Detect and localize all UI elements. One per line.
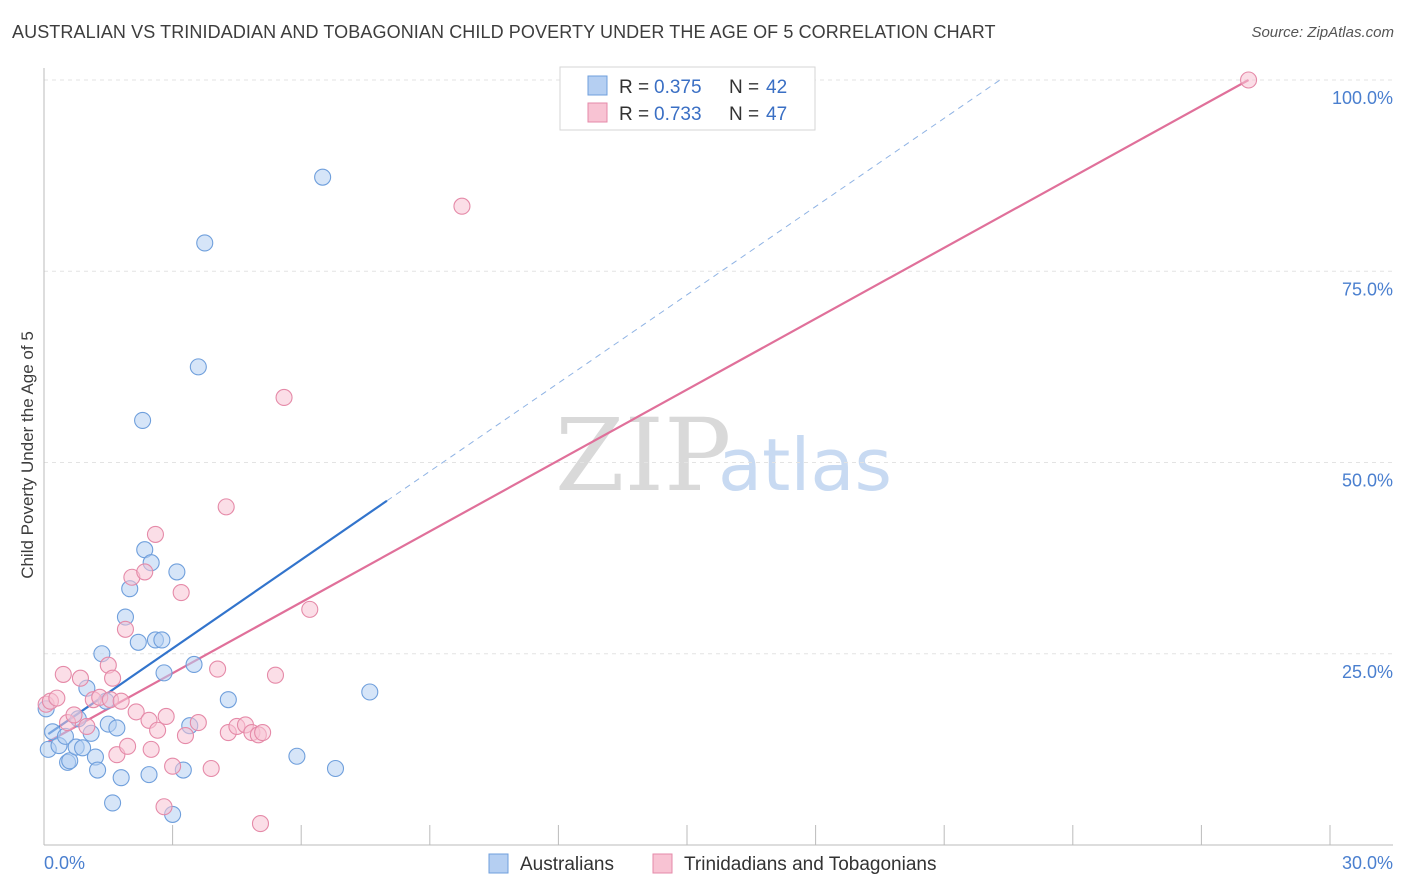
australians-point — [129, 633, 147, 651]
australians-point — [61, 752, 79, 770]
australians-point — [89, 761, 107, 779]
series-legend: Australians Trinidadians and Tobagonians — [488, 853, 936, 875]
australians-point — [361, 683, 379, 701]
trinidadians-point — [301, 600, 319, 618]
correlation-legend: R = 0.375 N = 42 R = 0.733 N = 47 — [559, 66, 816, 131]
trinidadians-point — [119, 737, 137, 755]
legend-n-label-1: N = — [729, 77, 759, 98]
trinidadians-point — [127, 703, 145, 721]
trinidadians-point — [254, 723, 272, 742]
trinidadians-point — [155, 798, 173, 816]
legend-r-value-2: 0.733 — [654, 104, 702, 125]
x-tick-label-min: 0.0% — [44, 853, 85, 873]
australians-point — [108, 719, 126, 737]
y-tick-label: 100.0% — [1332, 88, 1393, 108]
australians-point — [326, 759, 345, 778]
bottom-legend-australians: Australians — [520, 854, 614, 875]
trend-lines — [47, 79, 1250, 743]
y-tick-label: 75.0% — [1342, 279, 1393, 299]
y-tick-label: 25.0% — [1342, 662, 1393, 682]
trinidadians-point — [78, 717, 96, 735]
data-points — [37, 71, 1258, 833]
australians-point — [168, 563, 186, 581]
watermark-atlas: atlas — [718, 423, 892, 507]
legend-r-value-1: 0.375 — [654, 77, 702, 98]
trinidadians-point — [189, 714, 207, 732]
y-tick-label: 50.0% — [1342, 471, 1393, 491]
trinidadians-point — [453, 197, 471, 215]
source-label: Source: ZipAtlas.com — [1251, 24, 1394, 41]
legend-n-value-2: 47 — [766, 104, 787, 125]
gridlines — [44, 79, 1393, 655]
trinidadians-point — [136, 563, 154, 581]
trinidadians-point — [54, 665, 72, 683]
trinidadians-point — [112, 692, 130, 710]
australians-point — [288, 747, 306, 765]
trinidadians-point — [48, 689, 66, 707]
trinidadians-point — [65, 706, 83, 724]
chart-title: AUSTRALIAN VS TRINIDADIAN AND TOBAGONIAN… — [12, 22, 996, 42]
australians-point — [196, 234, 214, 252]
legend-n-label-2: N = — [729, 104, 759, 125]
australians-trend-extension — [386, 79, 1001, 502]
legend-swatch-trinidadians — [587, 102, 608, 123]
australians-point — [185, 655, 203, 674]
trinidadians-trend-line — [47, 79, 1250, 743]
australians-point — [74, 739, 92, 757]
trinidadians-point — [1240, 71, 1258, 89]
trinidadians-point — [104, 669, 122, 687]
australians-point — [104, 794, 122, 812]
legend-r-label-2: R = — [619, 104, 649, 125]
australians-point — [153, 631, 171, 649]
bottom-legend-swatch-trinidadians — [652, 853, 673, 874]
trinidadians-point — [71, 669, 89, 687]
trinidadians-point — [157, 707, 175, 726]
bottom-legend-swatch-australians — [488, 853, 509, 874]
watermark-zip: ZIP — [555, 397, 731, 514]
legend-n-value-1: 42 — [766, 77, 787, 98]
australians-point — [112, 769, 130, 787]
trinidadians-point — [209, 660, 227, 678]
australians-point — [155, 664, 173, 682]
trinidadians-point — [164, 757, 182, 775]
trinidadians-point — [146, 525, 165, 543]
australians-point — [140, 766, 158, 784]
trinidadians-point — [251, 815, 270, 833]
trinidadians-point — [275, 388, 293, 407]
trinidadians-point — [149, 721, 167, 739]
australians-point — [189, 358, 207, 376]
trinidadians-point — [176, 727, 195, 745]
legend-swatch-australians — [587, 75, 608, 96]
trinidadians-point — [266, 666, 285, 684]
bottom-legend-trinidadians: Trinidadians and Tobagonians — [684, 854, 936, 875]
australians-point — [134, 411, 152, 429]
australians-point — [314, 168, 332, 186]
trinidadians-point — [142, 740, 160, 758]
y-axis-label: Child Poverty Under the Age of 5 — [18, 331, 37, 579]
trinidadians-point — [202, 759, 220, 778]
trinidadians-point — [116, 620, 134, 638]
legend-r-label-1: R = — [619, 77, 649, 98]
x-tick-label-max: 30.0% — [1342, 853, 1393, 873]
trinidadians-point — [217, 498, 235, 516]
australians-point — [219, 691, 237, 709]
trinidadians-point — [172, 583, 190, 602]
